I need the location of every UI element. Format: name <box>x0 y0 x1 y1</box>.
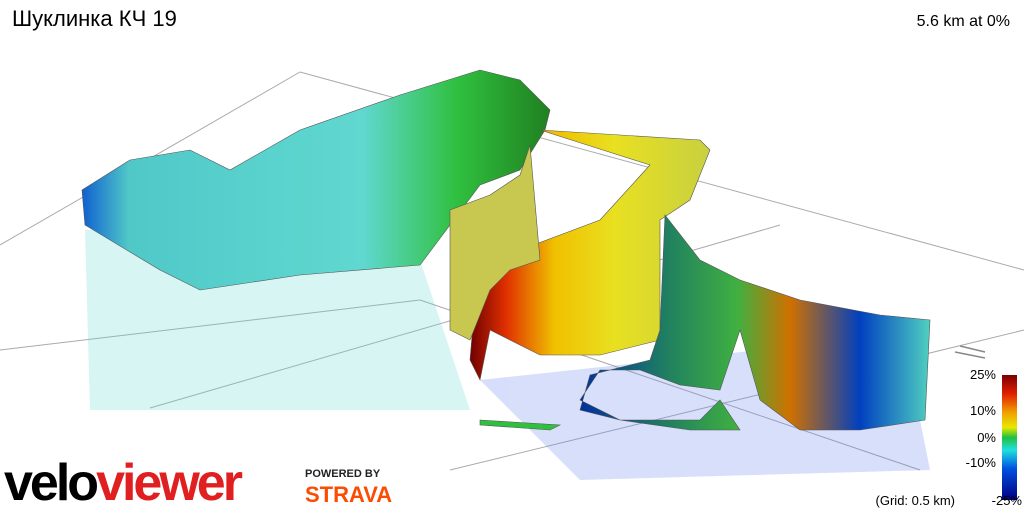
veloviewer-logo: veloviewer <box>4 454 243 512</box>
title: Шуклинка КЧ 19 <box>12 6 177 31</box>
legend-label: 25% <box>970 367 996 382</box>
legend: 25% 10% 0% -10% -25% (Grid: 0.5 km) <box>876 367 1023 508</box>
route-wall <box>81 69 551 291</box>
route-wall <box>579 214 931 431</box>
route-wall <box>449 144 541 341</box>
legend-bar <box>1002 375 1017 500</box>
legend-label: -10% <box>966 455 997 470</box>
arrow-line <box>954 351 986 359</box>
strava-logo: STRAVA <box>305 482 392 507</box>
grid-line <box>0 299 421 351</box>
legend-label: 0% <box>977 430 996 445</box>
grid-note: (Grid: 0.5 km) <box>876 493 955 508</box>
route-walls <box>81 69 931 431</box>
powered-by: POWERED BY <box>305 468 381 480</box>
route-wall <box>469 129 711 381</box>
logo-velo: velo <box>4 454 97 512</box>
legend-label: 10% <box>970 403 996 418</box>
route-wall <box>479 419 562 431</box>
arrow-line <box>959 345 986 353</box>
summary: 5.6 km at 0% <box>917 13 1010 30</box>
legend-label: -25% <box>992 493 1023 508</box>
north-arrow <box>954 345 986 359</box>
logo-viewer: viewer <box>96 454 243 512</box>
